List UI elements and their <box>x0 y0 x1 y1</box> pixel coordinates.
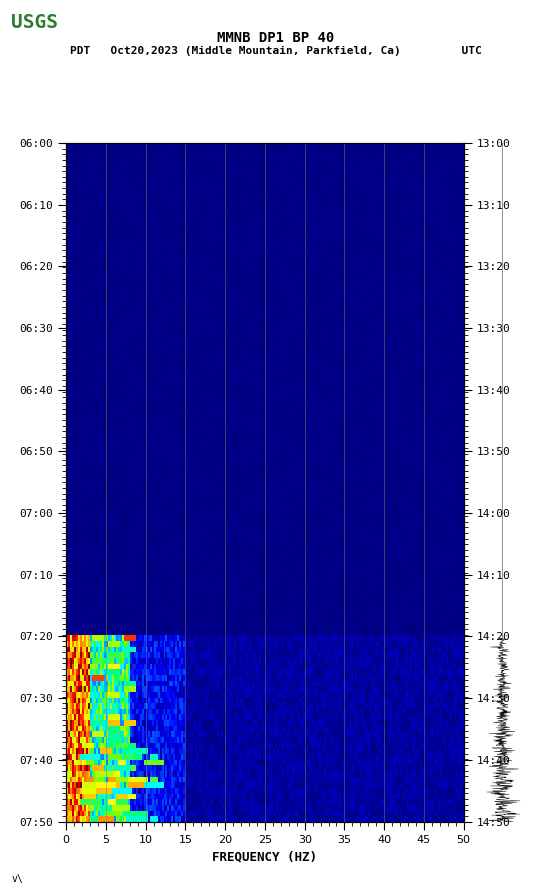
Text: v\: v\ <box>11 874 23 884</box>
X-axis label: FREQUENCY (HZ): FREQUENCY (HZ) <box>213 850 317 864</box>
Text: PDT   Oct20,2023 (Middle Mountain, Parkfield, Ca)         UTC: PDT Oct20,2023 (Middle Mountain, Parkfie… <box>70 46 482 56</box>
Text: USGS: USGS <box>11 13 58 32</box>
Text: MMNB DP1 BP 40: MMNB DP1 BP 40 <box>217 31 335 46</box>
